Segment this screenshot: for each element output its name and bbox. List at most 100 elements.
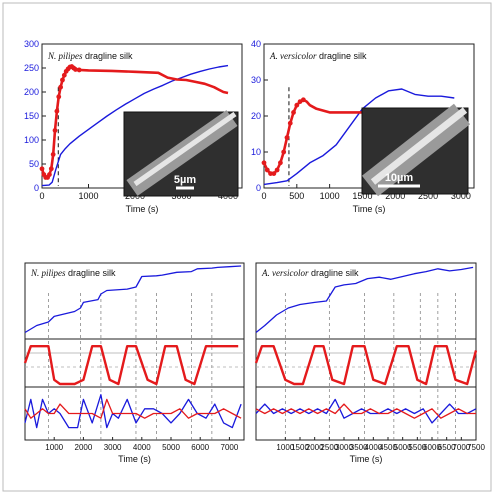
chart-panel-4: 1000150020002500300035004000450050005500…: [254, 262, 485, 464]
title-species: N. pilipes: [47, 51, 83, 61]
data-point: [76, 67, 82, 73]
x-axis-label: Time (s): [350, 454, 383, 464]
y-tick-label: 10: [251, 147, 261, 157]
x-tick-label: 0: [261, 191, 266, 201]
title-rest: dragline silk: [309, 268, 360, 278]
data-point: [284, 135, 290, 141]
x-tick-label: 1000: [45, 443, 63, 452]
x-tick-label: 2000: [306, 443, 324, 452]
chart-panel-1: 05010015020025030001000200030004000Time …: [24, 39, 243, 214]
y-tick-label: 40: [251, 39, 261, 49]
title-rest: dragline silk: [317, 51, 368, 61]
title-rest: dragline silk: [83, 51, 134, 61]
data-point: [281, 149, 287, 155]
x-tick-label: 2000: [75, 443, 93, 452]
x-tick-label: 1500: [291, 443, 309, 452]
x-tick-label: 3000: [335, 443, 353, 452]
x-axis-label: Time (s): [118, 454, 151, 464]
x-tick-label: 6000: [191, 443, 209, 452]
x-tick-label: 6000: [423, 443, 441, 452]
chart-title: A. versicolor dragline silk: [269, 51, 367, 61]
x-tick-label: 2500: [418, 191, 438, 201]
sem-inset: 10µm: [361, 103, 471, 197]
y-tick-label: 100: [24, 135, 39, 145]
y-tick-label: 0: [34, 183, 39, 193]
x-axis-label: Time (s): [353, 204, 386, 214]
x-tick-label: 5500: [408, 443, 426, 452]
data-point: [48, 166, 54, 172]
series-line-red: [254, 345, 478, 386]
chart-title: N. pilipes dragline silk: [30, 268, 116, 278]
data-point: [56, 94, 62, 100]
x-tick-label: 7000: [221, 443, 239, 452]
series-line-blue: [255, 266, 474, 334]
data-point: [61, 72, 67, 78]
series-line-red: [255, 403, 476, 419]
y-tick-label: 50: [29, 159, 39, 169]
title-species: A. versicolor: [261, 268, 309, 278]
series-line-blue: [41, 64, 229, 187]
x-tick-label: 2000: [385, 191, 405, 201]
x-tick-label: 3500: [350, 443, 368, 452]
series-line-red: [23, 345, 239, 386]
y-tick-label: 30: [251, 75, 261, 85]
data-point: [52, 127, 58, 133]
data-point: [278, 160, 283, 166]
title-rest: dragline silk: [66, 268, 117, 278]
data-point: [271, 171, 277, 177]
x-tick-label: 4000: [364, 443, 382, 452]
y-tick-label: 200: [24, 87, 39, 97]
title-species: N. pilipes: [30, 268, 66, 278]
fiber-highlight: [370, 107, 468, 185]
x-tick-label: 1000: [276, 443, 294, 452]
figure-frame: [2, 2, 492, 492]
x-tick-label: 1500: [352, 191, 372, 201]
x-tick-label: 4000: [133, 443, 151, 452]
x-tick-label: 4500: [379, 443, 397, 452]
data-point: [274, 167, 280, 173]
scale-bar-label: 5µm: [174, 174, 196, 186]
scale-bar-label: 10µm: [385, 172, 414, 184]
data-point: [264, 167, 270, 173]
x-tick-label: 3000: [451, 191, 471, 201]
series-line-blue: [24, 265, 242, 334]
y-tick-label: 150: [24, 111, 39, 121]
data-point: [58, 84, 64, 90]
x-tick-label: 1000: [78, 191, 98, 201]
data-point: [73, 67, 78, 72]
data-point: [291, 110, 296, 115]
data-point: [39, 166, 45, 172]
series-line-red: [24, 398, 242, 419]
data-point: [60, 77, 65, 83]
fiber-highlight: [133, 111, 237, 187]
y-tick-label: 250: [24, 63, 39, 73]
y-tick-label: 300: [24, 39, 39, 49]
data-point: [261, 160, 267, 166]
x-tick-label: 7500: [467, 443, 485, 452]
x-tick-label: 1000: [320, 191, 340, 201]
x-tick-label: 7000: [452, 443, 470, 452]
x-tick-label: 2500: [320, 443, 338, 452]
x-axis-label: Time (s): [126, 204, 159, 214]
series-line-blue: [263, 88, 455, 186]
x-tick-label: 6500: [438, 443, 456, 452]
x-tick-label: 3000: [104, 443, 122, 452]
data-point: [300, 97, 306, 103]
y-tick-label: 0: [256, 183, 261, 193]
data-point: [50, 152, 56, 157]
title-species: A. versicolor: [269, 51, 317, 61]
series-line-blue: [24, 394, 242, 429]
y-tick-label: 20: [251, 111, 261, 121]
x-tick-label: 5000: [394, 443, 412, 452]
x-tick-label: 500: [289, 191, 304, 201]
sem-inset: 5µm: [123, 110, 239, 197]
data-point: [287, 120, 293, 126]
chart-title: A. versicolor dragline silk: [261, 268, 359, 278]
x-tick-label: 5000: [162, 443, 180, 452]
data-point: [54, 108, 60, 114]
data-point: [268, 171, 273, 177]
chart-panel-2: 0 10 20 30 40 0 500 1000 1500 2000 2500 3000 Time (s…: [251, 39, 475, 214]
plot-area: [24, 262, 245, 441]
data-point: [294, 102, 300, 108]
